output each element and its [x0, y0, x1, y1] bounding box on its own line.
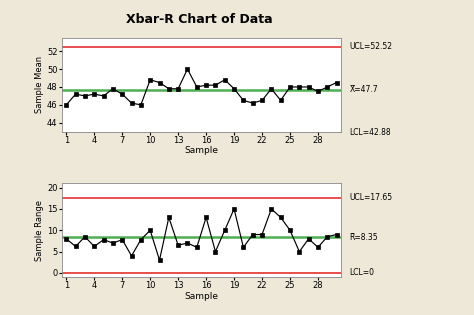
Y-axis label: Sample Mean: Sample Mean — [35, 56, 44, 113]
Text: R̅=8.35: R̅=8.35 — [350, 233, 378, 242]
Text: LCL=42.88: LCL=42.88 — [350, 128, 392, 137]
Y-axis label: Sample Range: Sample Range — [35, 200, 44, 261]
X-axis label: Sample: Sample — [184, 146, 219, 155]
Text: Xbar-R Chart of Data: Xbar-R Chart of Data — [126, 13, 273, 26]
Text: LCL=0: LCL=0 — [350, 268, 374, 278]
Text: X̅=47.7: X̅=47.7 — [350, 85, 378, 94]
Text: UCL=52.52: UCL=52.52 — [350, 42, 392, 51]
X-axis label: Sample: Sample — [184, 292, 219, 301]
Text: UCL=17.65: UCL=17.65 — [350, 193, 393, 202]
